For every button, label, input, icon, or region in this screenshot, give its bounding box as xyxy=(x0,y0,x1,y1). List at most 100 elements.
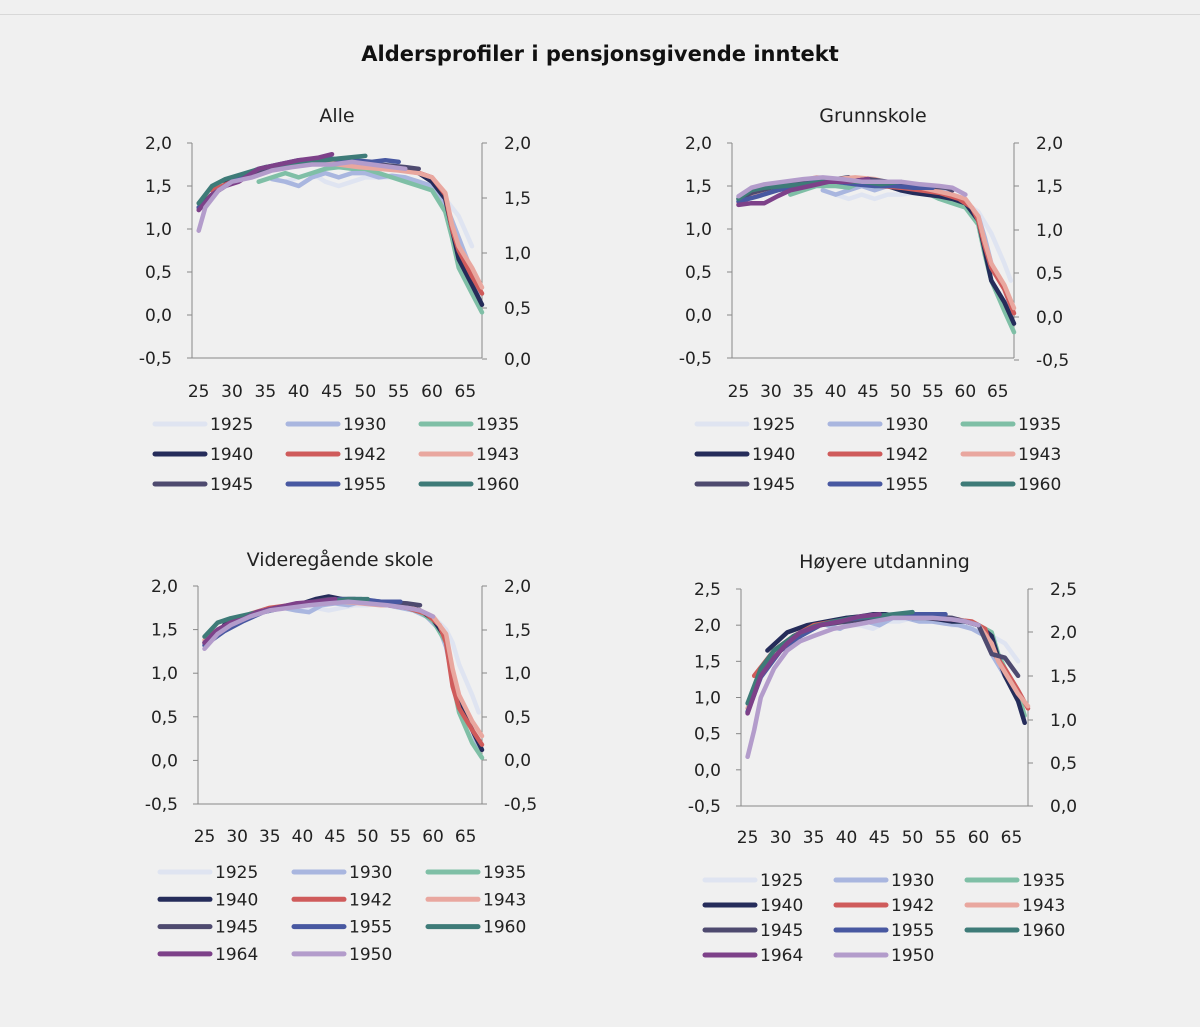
legend-label-1950: 1950 xyxy=(891,946,934,966)
left-tick-label: 0,0 xyxy=(145,306,172,326)
panel-title: Grunnskole xyxy=(819,105,926,127)
x-tick-label: 25 xyxy=(188,382,210,402)
right-tick-label: 2,0 xyxy=(1036,134,1063,154)
left-tick-label: 0,0 xyxy=(685,306,712,326)
legend-label-1955: 1955 xyxy=(349,918,392,938)
right-tick-label: 0,5 xyxy=(504,708,531,728)
legend-label-1935: 1935 xyxy=(1022,871,1065,891)
legend-label-1960: 1960 xyxy=(483,918,526,938)
legend-label-1925: 1925 xyxy=(210,415,253,435)
series-line-1964 xyxy=(736,176,871,208)
left-tick-label: -0,5 xyxy=(145,795,178,815)
legend-label-1945: 1945 xyxy=(210,475,253,495)
legend-label-1940: 1940 xyxy=(215,890,258,910)
left-tick-label: 0,5 xyxy=(685,263,712,283)
legend-label-1940: 1940 xyxy=(752,445,795,465)
legend: 1925 1930 1935 1940 1942 1943 1945 1955 1960 xyxy=(152,415,519,495)
legend-label-1930: 1930 xyxy=(891,871,934,891)
legend-label-1945: 1945 xyxy=(215,918,258,938)
left-tick-label: 1,5 xyxy=(151,621,178,641)
panel-title: Høyere utdanning xyxy=(799,551,970,573)
x-tick-label: 30 xyxy=(770,828,792,848)
right-tick-label: 2,0 xyxy=(504,577,531,597)
left-tick-label: 0,5 xyxy=(145,263,172,283)
x-tick-label: 45 xyxy=(321,382,343,402)
left-tick-label: 1,0 xyxy=(151,664,178,684)
x-tick-label: 30 xyxy=(221,382,243,402)
x-tick-label: 65 xyxy=(455,382,477,402)
legend-label-1942: 1942 xyxy=(891,896,934,916)
series-line-1940 xyxy=(221,594,485,753)
x-tick-label: 50 xyxy=(357,827,379,847)
left-tick-label: 2,0 xyxy=(694,616,721,636)
left-tick-label: -0,5 xyxy=(679,349,712,369)
legend-label-1942: 1942 xyxy=(349,890,392,910)
panel-title: Videregående skole xyxy=(247,548,434,571)
x-tick-label: 55 xyxy=(388,382,410,402)
x-tick-label: 40 xyxy=(825,382,847,402)
legend-label-1943: 1943 xyxy=(1018,445,1061,465)
legend-label-1930: 1930 xyxy=(349,863,392,883)
left-tick-label: 2,0 xyxy=(151,577,178,597)
panel-title: Alle xyxy=(319,105,354,127)
legend-label-1940: 1940 xyxy=(210,445,253,465)
x-tick-label: 50 xyxy=(902,828,924,848)
x-tick-label: 25 xyxy=(194,827,216,847)
legend-label-1964: 1964 xyxy=(215,945,258,965)
left-tick-label: -0,5 xyxy=(139,349,172,369)
legend-label-1960: 1960 xyxy=(1018,475,1061,495)
legend: 1925 1930 1935 1940 1942 1943 1945 1955 1960 1964… xyxy=(157,863,526,965)
right-tick-label: 0,0 xyxy=(504,751,531,771)
legend-label-1955: 1955 xyxy=(885,475,928,495)
legend-label-1935: 1935 xyxy=(483,863,526,883)
legend-label-1935: 1935 xyxy=(476,415,519,435)
right-tick-label: 1,0 xyxy=(504,664,531,684)
series-line-1935 xyxy=(256,164,485,315)
x-tick-label: 40 xyxy=(292,827,314,847)
left-tick-label: 0,5 xyxy=(151,708,178,728)
legend: 1925 1930 1935 1940 1942 1943 1945 1955 1960 1964… xyxy=(702,871,1065,966)
right-tick-label: 0,0 xyxy=(1036,308,1063,328)
right-tick-label: 0,5 xyxy=(1050,754,1077,774)
left-tick-label: -0,5 xyxy=(688,797,721,817)
x-tick-label: 55 xyxy=(922,382,944,402)
series-line-1942 xyxy=(742,179,1017,316)
figure-title: Aldersprofiler i pensjonsgivende inntekt xyxy=(361,42,839,66)
x-tick-label: 55 xyxy=(390,827,412,847)
series-line-1950 xyxy=(745,615,981,760)
right-tick-label: 2,0 xyxy=(1050,623,1077,643)
legend-label-1935: 1935 xyxy=(1018,415,1061,435)
series-line-1950 xyxy=(202,599,436,652)
left-tick-label: 0,0 xyxy=(694,761,721,781)
legend-label-1945: 1945 xyxy=(752,475,795,495)
chart-panel: Alle 2,0 1,5 1,0 0,5 0,0 -0,5 2,0 1,5 1,0 0,5 0,0 25… xyxy=(139,105,531,495)
series-line-1950 xyxy=(736,175,968,199)
x-tick-label: 65 xyxy=(455,827,477,847)
left-tick-label: 2,0 xyxy=(685,134,712,154)
x-tick-label: 60 xyxy=(421,382,443,402)
right-tick-label: 2,5 xyxy=(1050,580,1077,600)
left-tick-label: 1,0 xyxy=(145,220,172,240)
right-tick-label: 1,5 xyxy=(1050,667,1077,687)
legend-label-1930: 1930 xyxy=(343,415,386,435)
legend-label-1955: 1955 xyxy=(343,475,386,495)
left-tick-label: 0,0 xyxy=(151,751,178,771)
x-tick-label: 25 xyxy=(728,382,750,402)
x-tick-label: 55 xyxy=(935,828,957,848)
right-tick-label: 1,5 xyxy=(504,189,531,209)
x-tick-label: 35 xyxy=(255,382,277,402)
series-line-1935 xyxy=(788,179,1017,335)
series-line-1940 xyxy=(755,175,1017,326)
x-tick-label: 40 xyxy=(836,828,858,848)
top-divider xyxy=(0,14,1200,15)
x-tick-label: 25 xyxy=(737,828,759,848)
legend-label-1943: 1943 xyxy=(483,890,526,910)
legend-label-1925: 1925 xyxy=(215,863,258,883)
chart-panel: Høyere utdanning 2,5 2,0 1,5 1,0 0,5 0,0 -0,5 2,… xyxy=(688,551,1077,966)
right-tick-label: 1,0 xyxy=(1050,711,1077,731)
left-tick-label: 1,5 xyxy=(685,177,712,197)
right-tick-label: 1,5 xyxy=(1036,177,1063,197)
left-tick-label: 2,0 xyxy=(145,134,172,154)
left-tick-label: 2,5 xyxy=(694,580,721,600)
